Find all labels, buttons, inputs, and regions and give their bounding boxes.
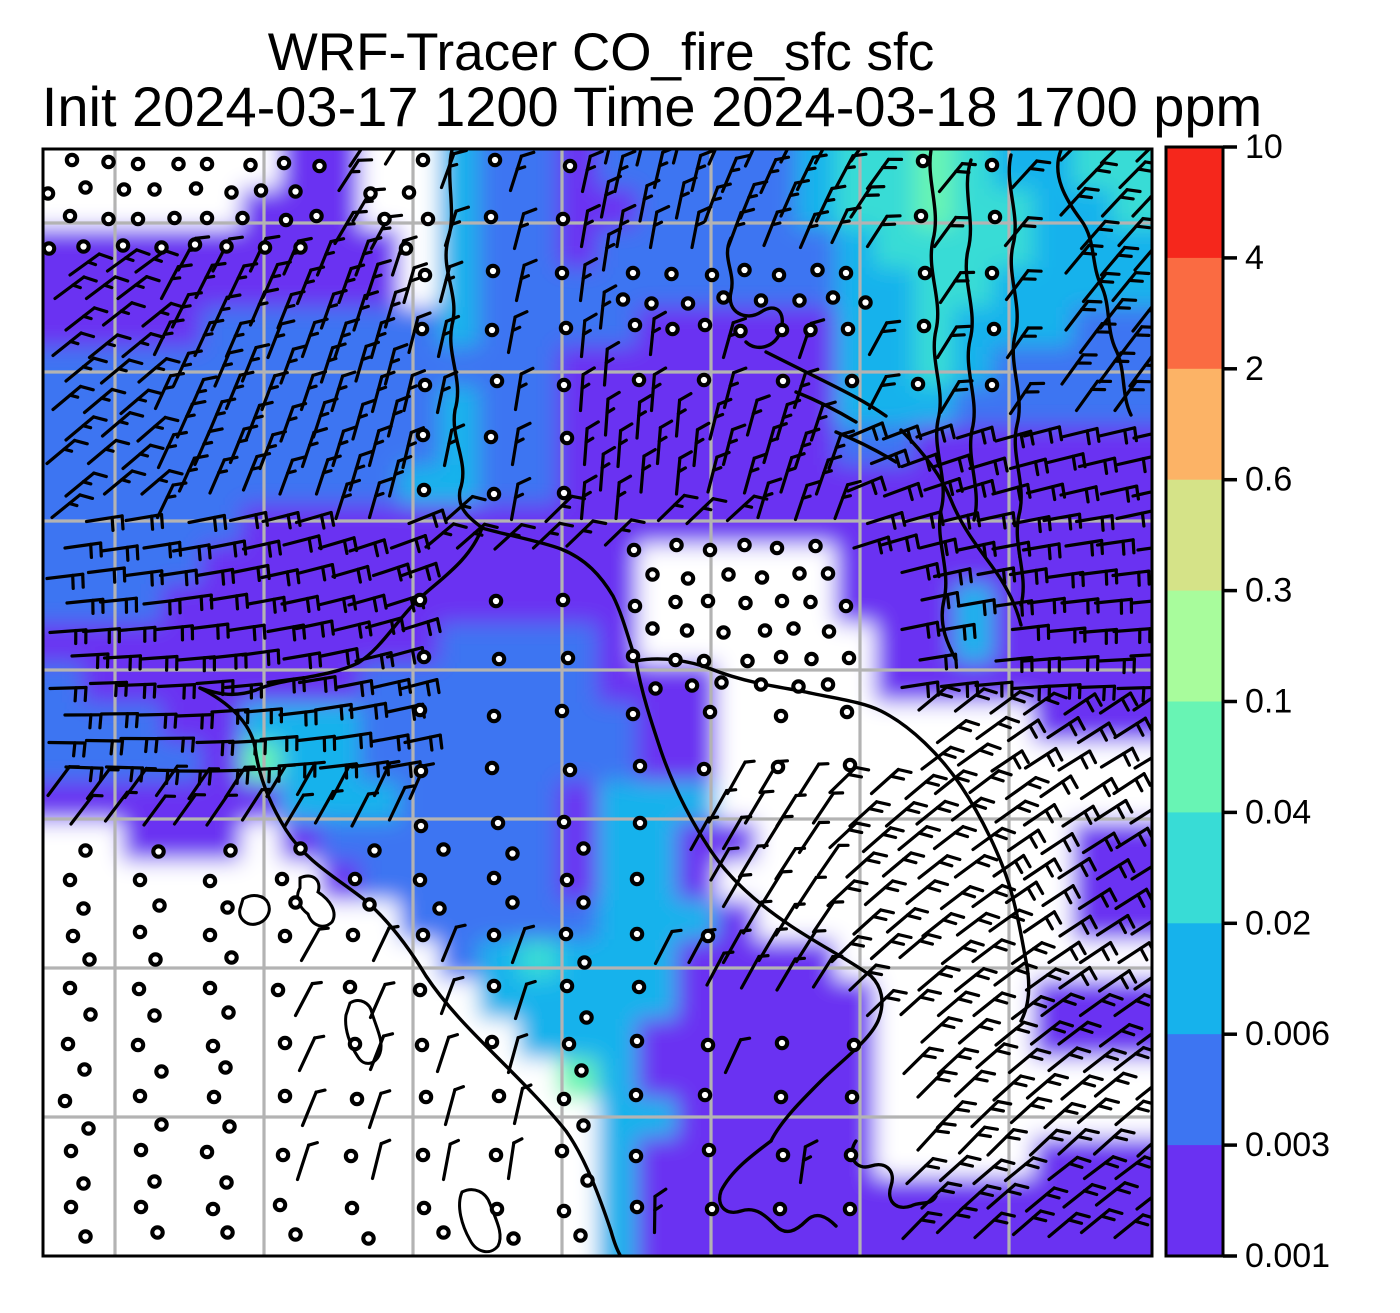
svg-text:0.6: 0.6 bbox=[1245, 461, 1292, 499]
svg-text:0.04: 0.04 bbox=[1245, 793, 1311, 831]
svg-text:2: 2 bbox=[1245, 350, 1264, 388]
svg-text:WRF-Tracer CO_fire_sfc sfc: WRF-Tracer CO_fire_sfc sfc bbox=[268, 23, 934, 82]
svg-text:10: 10 bbox=[1245, 128, 1283, 166]
svg-text:0.02: 0.02 bbox=[1245, 904, 1311, 942]
svg-text:0.1: 0.1 bbox=[1245, 683, 1292, 721]
svg-text:0.003: 0.003 bbox=[1245, 1126, 1330, 1164]
svg-text:Init 2024-03-17 1200 Time 2024: Init 2024-03-17 1200 Time 2024-03-18 170… bbox=[42, 75, 1262, 138]
svg-text:0.3: 0.3 bbox=[1245, 572, 1292, 610]
svg-text:0.001: 0.001 bbox=[1245, 1237, 1330, 1275]
svg-text:4: 4 bbox=[1245, 239, 1264, 277]
svg-text:0.006: 0.006 bbox=[1245, 1015, 1330, 1053]
